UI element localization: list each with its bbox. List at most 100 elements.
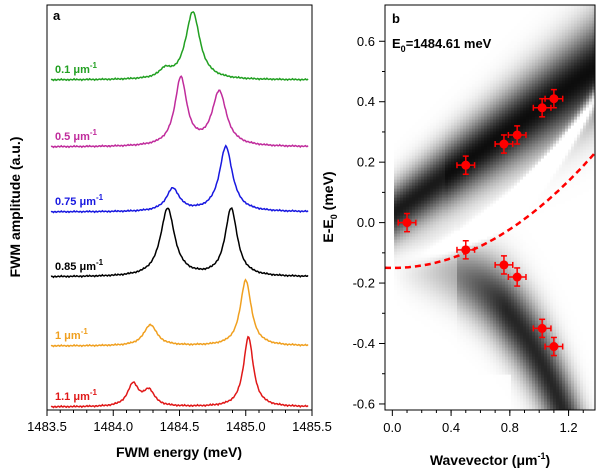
heatmap-cell <box>475 179 479 183</box>
heatmap-cell <box>451 95 455 99</box>
heatmap-cell <box>409 98 413 102</box>
heatmap-cell <box>484 155 488 159</box>
heatmap-cell <box>415 347 419 351</box>
heatmap-cell <box>481 188 485 192</box>
heatmap-cell <box>403 197 407 201</box>
heatmap-cell <box>400 383 404 387</box>
heatmap-cell <box>391 107 395 111</box>
heatmap-cell <box>385 347 389 351</box>
heatmap-cell <box>385 389 389 393</box>
heatmap-cell <box>388 56 392 60</box>
heatmap-cell <box>460 209 464 213</box>
heatmap-cell <box>457 233 461 237</box>
heatmap-cell <box>448 77 452 81</box>
heatmap-cell <box>412 290 416 294</box>
heatmap-cell <box>448 44 452 48</box>
heatmap-cell <box>391 14 395 18</box>
heatmap-cell <box>436 152 440 156</box>
heatmap-cell <box>412 398 416 402</box>
heatmap-cell <box>454 383 458 387</box>
heatmap-cell <box>490 272 494 276</box>
heatmap-cell <box>388 305 392 309</box>
heatmap-cell <box>463 335 467 339</box>
heatmap-cell <box>445 143 449 147</box>
heatmap-cell <box>481 311 485 315</box>
heatmap-cell <box>439 329 443 333</box>
heatmap-cell <box>448 86 452 90</box>
heatmap-cell <box>454 95 458 99</box>
heatmap-cell <box>439 236 443 240</box>
heatmap-cell <box>475 284 479 288</box>
heatmap-cell <box>391 248 395 252</box>
heatmap-cell <box>406 200 410 204</box>
heatmap-cell <box>433 92 437 96</box>
heatmap-cell <box>442 236 446 240</box>
heatmap-cell <box>469 401 473 405</box>
heatmap-cell <box>409 167 413 171</box>
heatmap-cell <box>412 8 416 12</box>
heatmap-cell <box>436 233 440 237</box>
heatmap-cell <box>427 185 431 189</box>
heatmap-cell <box>406 164 410 168</box>
heatmap-cell <box>442 47 446 51</box>
heatmap-cell <box>415 158 419 162</box>
heatmap-cell <box>400 182 404 186</box>
heatmap-cell <box>442 62 446 66</box>
heatmap-cell <box>475 95 479 99</box>
heatmap-cell <box>421 401 425 405</box>
heatmap-cell <box>454 317 458 321</box>
heatmap-cell <box>397 224 401 228</box>
heatmap-cell <box>415 83 419 87</box>
heatmap-cell <box>439 383 443 387</box>
heatmap-cell <box>403 89 407 93</box>
heatmap-cell <box>409 146 413 150</box>
heatmap-cell <box>391 401 395 405</box>
heatmap-cell <box>475 398 479 402</box>
heatmap-cell <box>388 14 392 18</box>
heatmap-cell <box>427 23 431 27</box>
heatmap-cell <box>394 257 398 261</box>
heatmap-cell <box>454 113 458 117</box>
heatmap-cell <box>448 386 452 390</box>
heatmap-cell <box>436 131 440 135</box>
heatmap-cell <box>415 332 419 336</box>
heatmap-cell <box>490 146 494 150</box>
heatmap-cell <box>481 374 485 378</box>
heatmap-cell <box>388 314 392 318</box>
heatmap-cell <box>406 278 410 282</box>
heatmap-cell <box>412 338 416 342</box>
heatmap-cell <box>427 35 431 39</box>
heatmap-cell <box>391 278 395 282</box>
heatmap-cell <box>463 278 467 282</box>
heatmap-cell <box>451 332 455 336</box>
heatmap-cell <box>406 137 410 141</box>
heatmap-cell <box>385 275 389 279</box>
heatmap-cell <box>442 314 446 318</box>
heatmap-cell <box>433 371 437 375</box>
heatmap-cell <box>442 140 446 144</box>
heatmap-cell <box>451 128 455 132</box>
heatmap-cell <box>472 242 476 246</box>
heatmap-cell <box>481 32 485 36</box>
heatmap-cell <box>415 281 419 285</box>
heatmap-cell <box>394 203 398 207</box>
heatmap-cell <box>406 344 410 348</box>
heatmap-cell <box>451 383 455 387</box>
heatmap-cell <box>412 266 416 270</box>
heatmap-cell <box>424 332 428 336</box>
heatmap-cell <box>478 170 482 174</box>
heatmap-cell <box>412 59 416 63</box>
heatmap-cell <box>433 269 437 273</box>
heatmap-cell <box>478 206 482 210</box>
heatmap-cell <box>460 101 464 105</box>
heatmap-cell <box>448 191 452 195</box>
heatmap-cell <box>397 173 401 177</box>
heatmap-cell <box>454 197 458 201</box>
heatmap-cell <box>400 8 404 12</box>
heatmap-cell <box>409 191 413 195</box>
heatmap-cell <box>472 44 476 48</box>
heatmap-cell <box>478 11 482 15</box>
heatmap-cell <box>454 83 458 87</box>
heatmap-cell <box>406 335 410 339</box>
heatmap-cell <box>484 62 488 66</box>
